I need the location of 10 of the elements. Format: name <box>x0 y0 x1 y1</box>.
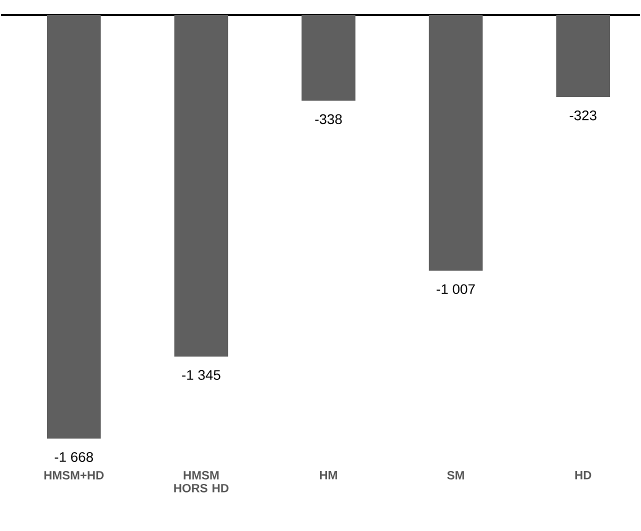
x-tick-label: HMSM+HD <box>44 470 104 480</box>
data-label: -323 <box>570 110 596 120</box>
data-label: -338 <box>315 114 342 124</box>
x-tick-label: HMSM HORS HD <box>174 470 228 492</box>
data-label: -1 668 <box>54 452 93 462</box>
data-label: -1 007 <box>436 284 475 294</box>
x-tick-label: HM <box>320 470 337 480</box>
data-label: -1 345 <box>182 370 220 380</box>
x-tick-label: HD <box>575 470 592 480</box>
x-tick-label: SM <box>447 470 464 480</box>
